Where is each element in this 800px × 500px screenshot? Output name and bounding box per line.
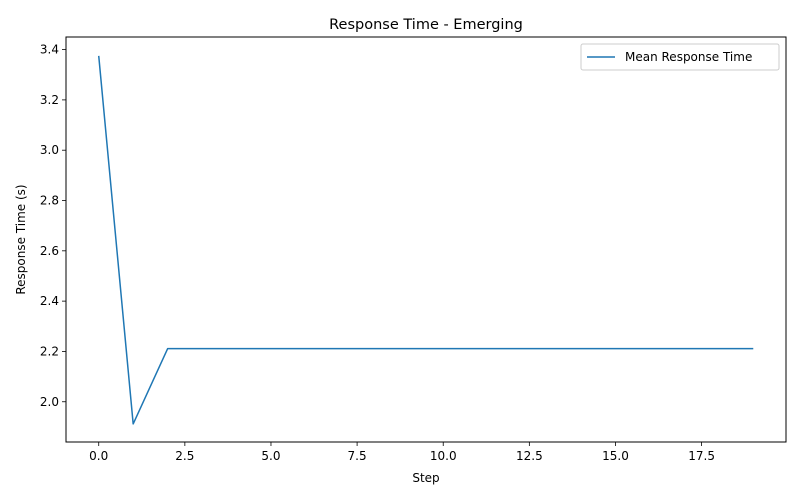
y-tick-label: 2.0	[40, 395, 59, 409]
series-line	[97, 55, 754, 425]
y-tick-label: 3.0	[40, 143, 59, 157]
x-axis-ticks: 0.0 2.5 5.0 7.5 10.0 12.5 15.0 17.5	[89, 442, 715, 463]
y-tick-label: 2.8	[40, 194, 59, 208]
x-tick-label: 10.0	[430, 449, 457, 463]
y-tick-label: 3.2	[40, 93, 59, 107]
x-tick-label: 15.0	[602, 449, 629, 463]
x-tick-label: 12.5	[516, 449, 543, 463]
y-tick-label: 2.6	[40, 244, 59, 258]
x-tick-label: 0.0	[89, 449, 108, 463]
y-tick-label: 2.4	[40, 294, 59, 308]
y-tick-label: 2.2	[40, 344, 59, 358]
x-tick-label: 17.5	[688, 449, 715, 463]
x-tick-label: 5.0	[261, 449, 280, 463]
series-layer	[97, 55, 754, 425]
y-axis-ticks: 2.0 2.2 2.4 2.6 2.8 3.0 3.2 3.4	[40, 43, 66, 409]
x-tick-label: 7.5	[348, 449, 367, 463]
legend-box	[580, 43, 780, 71]
x-axis-label: Step	[412, 471, 439, 485]
y-tick-label: 3.4	[40, 43, 59, 57]
legend: Mean Response Time	[580, 43, 780, 71]
plot-area	[65, 36, 787, 443]
legend-label: Mean Response Time	[625, 50, 752, 64]
x-tick-label: 2.5	[175, 449, 194, 463]
y-axis-label: Response Time (s)	[14, 184, 28, 294]
chart-title: Response Time - Emerging	[329, 17, 523, 33]
